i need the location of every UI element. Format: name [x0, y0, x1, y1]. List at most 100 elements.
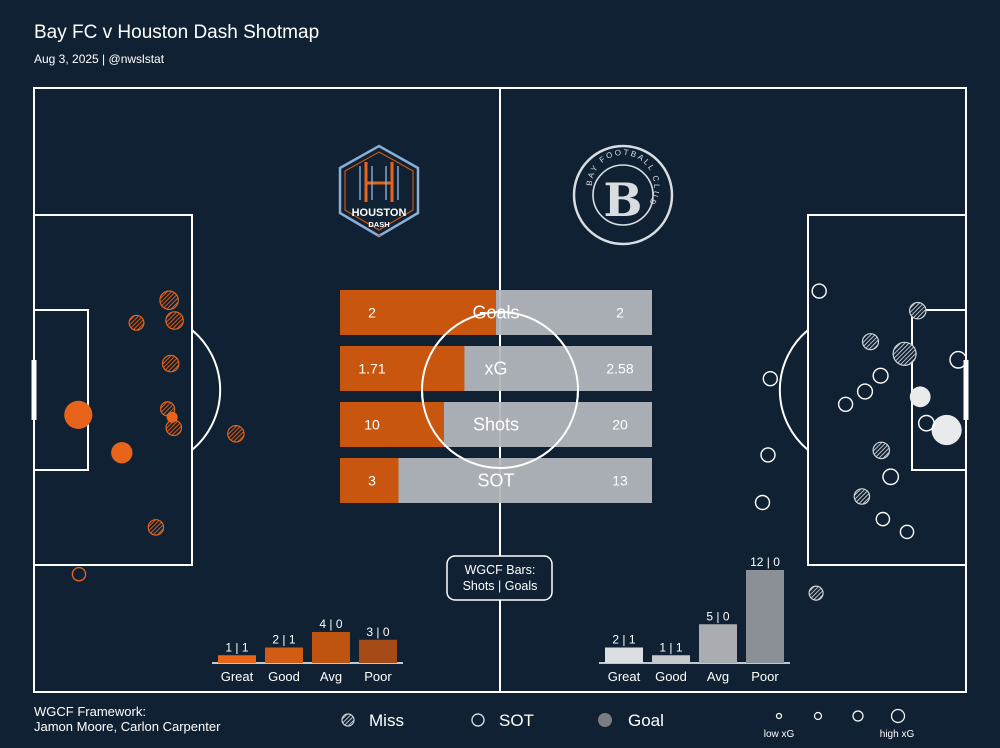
wgcf-bar-avg	[312, 632, 350, 663]
wgcf-category-label: Avg	[707, 669, 729, 684]
wgcf-bar-poor	[359, 639, 397, 663]
shot-miss-marker	[128, 314, 145, 331]
wgcf-label-subtitle: Shots | Goals	[463, 579, 538, 593]
bay-logo-letter: B	[604, 173, 643, 227]
shot-miss-marker	[908, 301, 927, 320]
wgcf-bar-value: 3 | 0	[366, 625, 389, 639]
shot-on-target-marker	[882, 468, 900, 486]
bay-compare-value: 2.58	[606, 361, 633, 377]
legend-goal-marker	[598, 713, 612, 727]
right-penalty-arc	[778, 329, 809, 451]
shot-miss-marker	[872, 441, 891, 460]
wgcf-bar-good	[265, 647, 303, 663]
wgcf-bar-value: 5 | 0	[706, 609, 729, 623]
legend-size-marker-1	[775, 712, 783, 720]
legend-size-marker-4	[890, 708, 906, 724]
shot-miss-marker	[159, 290, 179, 310]
compare-category-label: xG	[484, 359, 507, 379]
shot-goal-marker	[166, 411, 178, 423]
wgcf-category-label: Great	[221, 669, 254, 684]
houston-dash-logo: HOUSTON DASH ✦	[338, 144, 420, 240]
bay-wgcf-bars: 2 | 1 Great 1 | 1 Good 5 | 0 Avg 12 | 0 Poor	[599, 555, 790, 684]
wgcf-bar-great	[605, 647, 643, 663]
wgcf-bar-good	[652, 655, 690, 663]
houston-shots	[64, 290, 245, 582]
shot-on-target-marker	[899, 524, 915, 540]
legend-goal-label: Goal	[628, 711, 664, 730]
houston-compare-value: 2	[368, 305, 376, 321]
wgcf-bar-value: 12 | 0	[750, 555, 780, 569]
houston-compare-bar	[340, 290, 496, 335]
compare-row-xg: xG 1.71 2.58	[340, 346, 652, 391]
left-penalty-arc	[191, 329, 222, 451]
compare-category-label: SOT	[477, 471, 514, 491]
shot-miss-marker	[808, 585, 824, 601]
houston-compare-value: 1.71	[358, 361, 385, 377]
wgcf-bar-avg	[699, 624, 737, 663]
compare-row-shots: Shots 10 20	[340, 402, 652, 447]
houston-compare-bar	[340, 458, 399, 503]
bay-compare-value: 20	[612, 417, 628, 433]
star-icon: ✦	[376, 232, 382, 240]
wgcf-bar-poor	[746, 570, 784, 663]
legend-low-xg: low xG	[764, 729, 795, 740]
wgcf-category-label: Poor	[751, 669, 779, 684]
houston-wgcf-bars: 1 | 1 Great 2 | 1 Good 4 | 0 Avg 3 | 0 Poor	[212, 617, 403, 684]
legend: Miss SOT Goal low xG high xG	[341, 708, 915, 740]
shot-on-target-marker	[837, 396, 854, 412]
bay-fc-logo: BAY FOOTBALL CLUB B	[572, 144, 674, 246]
legend-miss-marker	[341, 713, 355, 727]
shot-miss-marker	[165, 311, 184, 330]
wgcf-bar-value: 2 | 1	[612, 633, 635, 647]
wgcf-bar-value: 1 | 1	[225, 640, 248, 654]
legend-size-marker-2	[813, 711, 823, 721]
shot-on-target-marker	[949, 350, 968, 369]
right-penalty-box	[807, 214, 967, 566]
wgcf-bar-value: 1 | 1	[659, 640, 682, 654]
shot-on-target-marker	[872, 367, 889, 384]
houston-logo-text: HOUSTON	[352, 207, 407, 219]
houston-compare-bar	[340, 402, 444, 447]
wgcf-category-label: Poor	[364, 669, 392, 684]
dash-logo-text: DASH	[368, 220, 389, 229]
shot-goal-marker	[111, 442, 133, 464]
wgcf-label-box: WGCF Bars: Shots | Goals	[446, 555, 553, 601]
shot-on-target-marker	[856, 383, 874, 400]
shot-miss-marker	[147, 519, 165, 536]
shot-on-target-marker	[875, 511, 891, 527]
bay-compare-value: 13	[612, 473, 628, 489]
shot-on-target-marker	[811, 283, 827, 299]
wgcf-bar-value: 2 | 1	[272, 633, 295, 647]
wgcf-bar-great	[218, 655, 256, 663]
center-circle-overlay	[421, 311, 579, 469]
legend-high-xg: high xG	[880, 729, 915, 740]
compare-row-sot: SOT 3 13	[340, 458, 652, 503]
shot-goal-marker	[931, 414, 962, 446]
houston-compare-bar	[340, 346, 465, 391]
shot-miss-marker	[227, 424, 245, 443]
shot-miss-marker	[861, 333, 880, 351]
wgcf-bar-value: 4 | 0	[319, 617, 342, 631]
houston-compare-value: 10	[364, 417, 380, 433]
legend-sot-marker	[471, 713, 485, 727]
legend-sot-label: SOT	[499, 711, 534, 730]
wgcf-label-title: WGCF Bars:	[465, 563, 536, 577]
shot-on-target-marker	[71, 566, 87, 582]
left-six-yard-box	[33, 309, 89, 471]
houston-compare-value: 3	[368, 473, 376, 489]
shot-miss-marker	[892, 341, 917, 366]
shot-on-target-marker	[918, 414, 935, 432]
wgcf-category-label: Great	[608, 669, 641, 684]
legend-miss-label: Miss	[369, 711, 404, 730]
shot-goal-marker	[64, 400, 93, 429]
bay-shots	[754, 283, 968, 601]
shot-goal-marker	[909, 386, 931, 408]
wgcf-category-label: Good	[268, 669, 300, 684]
legend-size-marker-3	[852, 710, 864, 722]
wgcf-category-label: Avg	[320, 669, 342, 684]
left-penalty-box	[33, 214, 193, 566]
credit-line-2: Jamon Moore, Carlon Carpenter	[34, 719, 221, 734]
